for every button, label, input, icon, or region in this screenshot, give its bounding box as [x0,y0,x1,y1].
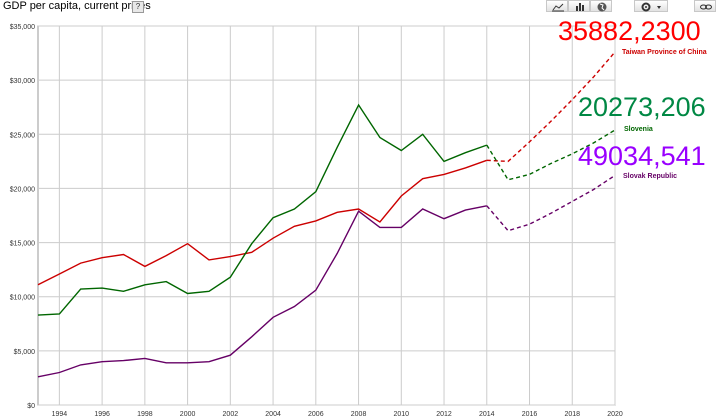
y-tick-label: $0 [27,403,35,410]
x-tick-label: 1998 [137,411,153,418]
map-button[interactable] [590,0,612,12]
x-tick-label: 2008 [351,411,367,418]
line-chart-icon [552,3,564,12]
series-line-0 [37,159,488,286]
x-tick-label: 2016 [522,411,538,418]
series-projection-line-2 [486,174,616,232]
x-tick-label: 1996 [94,411,110,418]
x-tick-label: 2020 [607,411,623,418]
bar-chart-icon [576,3,584,11]
x-tick-label: 2004 [265,411,281,418]
chevron-down-icon [657,6,661,9]
x-tick-label: 2014 [479,411,495,418]
x-tick-label: 2018 [564,411,580,418]
x-tick-label: 2006 [308,411,324,418]
chart-header: GDP per capita, current prices ? [0,0,720,14]
series-label-2: Slovak Republic [623,173,677,180]
gear-icon [641,2,651,12]
annotation-2: 49034,541 [578,141,706,171]
y-tick-label: $35,000 [10,24,35,31]
x-tick-label: 2012 [436,411,452,418]
y-tick-label: $10,000 [10,295,35,302]
series-label-1: Slovenia [624,126,653,133]
series-projection-line-0 [486,51,616,163]
x-tick-label: 2010 [394,411,410,418]
y-tick-label: $15,000 [10,241,35,248]
x-tick-label: 2002 [223,411,239,418]
annotation-1: 20273,206 [578,92,706,122]
y-tick-label: $20,000 [10,186,35,193]
settings-glyphs [641,2,661,12]
settings-button[interactable] [634,0,668,12]
help-button[interactable]: ? [132,1,144,13]
link-button[interactable] [694,0,716,12]
y-tick-label: $25,000 [10,132,35,139]
line-chart-button[interactable] [546,0,568,12]
series-line-2 [37,205,487,378]
series-line-1 [37,103,488,316]
x-tick-label: 2000 [180,411,196,418]
chart-title: GDP per capita, current prices [3,0,151,12]
series-projection-line-1 [486,129,616,181]
series-label-0: Taiwan Province of China [622,49,707,56]
x-tick-label: 1994 [52,411,68,418]
bar-chart-button[interactable] [568,0,590,12]
y-tick-label: $30,000 [10,78,35,85]
annotation-0: 35882,2300 [558,16,701,46]
plot-area [37,25,616,406]
y-tick-label: $5,000 [14,349,36,356]
link-icon [700,4,712,10]
globe-map-icon [597,2,607,12]
